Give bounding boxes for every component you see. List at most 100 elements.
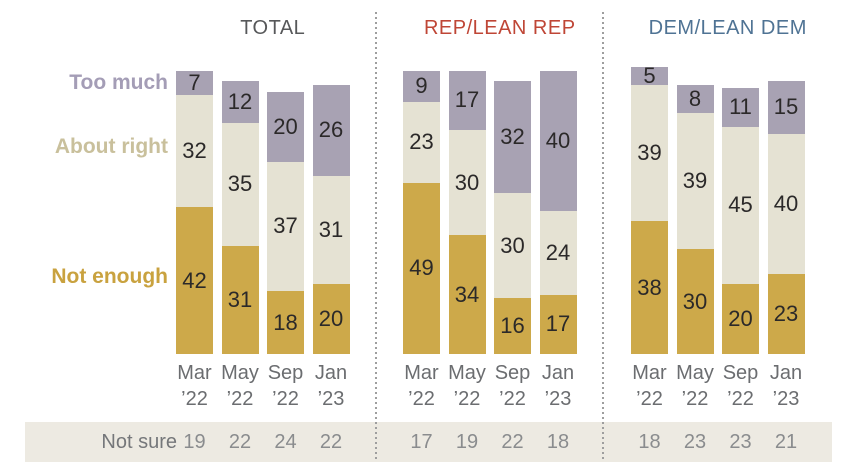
x-axis-label-month: Mar (404, 362, 439, 384)
x-axis-label: Mar ’22 (627, 360, 673, 412)
bar-segment-about-right: 31 (312, 175, 350, 284)
segment-value: 32 (500, 124, 525, 149)
segment-value: 26 (318, 117, 344, 142)
x-axis-label: May ’22 (444, 360, 490, 412)
x-axis-label-month: Sep (267, 362, 304, 384)
bar-segment-too-much: 17 (448, 70, 486, 130)
bar-segment-too-much: 11 (722, 88, 759, 127)
segment-value: 17 (545, 311, 571, 337)
not-sure-value: 19 (183, 431, 206, 453)
bar-segment-too-much: 12 (221, 81, 259, 123)
bar-segment-too-much: 26 (312, 84, 350, 176)
segment-value: 42 (182, 267, 207, 293)
bar-segment-too-much: 15 (767, 81, 805, 134)
bar-segment-about-right: 39 (676, 112, 714, 249)
x-axis-label-year: ’22 (681, 388, 709, 410)
segment-value: 16 (500, 313, 525, 338)
bar-segment-about-right: 23 (403, 102, 440, 183)
x-axis-label-month: May (221, 362, 259, 384)
bar-segment-not-enough: 23 (767, 273, 805, 354)
segment-value: 5 (643, 62, 656, 88)
bar-segment-not-enough: 31 (221, 245, 259, 354)
not-sure-value: 19 (455, 431, 479, 453)
x-axis-label: Sep ’22 (490, 360, 536, 412)
bar-segment-not-enough: 20 (722, 284, 759, 354)
bar-segment-not-enough: 49 (403, 182, 440, 354)
not-sure-value: 17 (410, 431, 433, 453)
bar-segment-about-right: 45 (722, 126, 759, 284)
not-sure-value: 24 (274, 431, 297, 453)
not-sure-value: 23 (683, 431, 707, 453)
not-sure-value: 22 (501, 431, 524, 453)
x-axis-label-month: May (676, 362, 714, 384)
not-sure-value: 21 (774, 431, 798, 453)
bar-segment-not-enough: 42 (176, 207, 213, 354)
not-sure-value: 23 (729, 431, 752, 453)
not-sure-strip: Not sure 19 22 24 22 17 19 22 18 18 23 23 21 (25, 422, 832, 462)
segment-value: 40 (545, 127, 571, 153)
not-sure-value: 18 (638, 431, 661, 453)
segment-value: 31 (227, 286, 253, 312)
bar-segment-too-much: 8 (676, 84, 714, 113)
x-axis-label-year: ’22 (636, 388, 663, 410)
bar-segment-not-enough: 17 (539, 294, 577, 354)
x-axis-label-month: May (448, 362, 486, 384)
segment-value: 17 (454, 87, 480, 113)
x-axis-label-month: Jan (314, 362, 348, 384)
bar-segment-too-much: 32 (494, 81, 531, 193)
segment-value: 30 (682, 288, 708, 314)
bar-segment-too-much: 40 (539, 70, 577, 211)
x-axis-label-year: ’22 (453, 388, 481, 410)
segment-value: 49 (409, 255, 434, 281)
x-axis-label: Jan ’23 (535, 360, 581, 412)
segment-value: 24 (545, 239, 571, 265)
bar-segment-not-enough: 18 (267, 291, 304, 354)
segment-value: 12 (227, 89, 253, 114)
x-axis-label: Mar ’22 (399, 360, 445, 412)
bar-segment-too-much: 20 (267, 91, 304, 162)
bar-segment-about-right: 40 (767, 133, 805, 274)
panel-divider (602, 12, 604, 459)
x-axis-label: Mar ’22 (172, 360, 218, 412)
x-axis-label-year: ’22 (727, 388, 754, 410)
bar-segment-too-much: 5 (631, 62, 668, 88)
x-axis-label: Sep ’22 (718, 360, 764, 412)
bar-segment-about-right: 24 (539, 210, 577, 295)
not-sure-value: 22 (319, 431, 343, 453)
segment-value: 32 (182, 138, 207, 163)
x-axis-label: May ’22 (672, 360, 718, 412)
bar-segment-not-enough: 16 (494, 298, 531, 354)
x-axis-label-month: Jan (541, 362, 575, 384)
bar-segment-not-enough: 34 (448, 235, 486, 354)
segment-value: 11 (729, 94, 752, 120)
segment-value: 20 (318, 306, 344, 331)
panel-title: REP/LEAN REP (423, 17, 576, 39)
segment-value: 20 (273, 113, 298, 139)
bar-segment-not-enough: 30 (676, 249, 714, 354)
bar-segment-about-right: 32 (176, 95, 213, 207)
bar-segment-about-right: 39 (631, 84, 668, 221)
x-axis-label-year: ’22 (181, 388, 208, 410)
bar-segment-about-right: 30 (494, 193, 531, 298)
segment-value: 15 (773, 94, 799, 120)
segment-value: 9 (415, 73, 428, 99)
segment-value: 30 (454, 169, 480, 195)
x-axis-label-month: Sep (722, 362, 759, 384)
x-axis-label-year: ’22 (272, 388, 299, 410)
x-axis-label-year: ’22 (408, 388, 435, 410)
legend-label-about-right: About right (54, 135, 168, 158)
legend-label-not-enough: Not enough (51, 265, 168, 288)
x-axis-label-month: Mar (632, 362, 667, 384)
not-sure-value: 18 (546, 431, 570, 453)
segment-value: 8 (688, 85, 702, 111)
panel-title: TOTAL (240, 17, 306, 39)
x-axis-label-month: Mar (177, 362, 212, 384)
segment-value: 23 (409, 129, 434, 155)
segment-value: 45 (728, 192, 753, 218)
not-sure-value: 22 (228, 431, 252, 453)
segment-value: 39 (682, 167, 708, 193)
segment-value: 7 (188, 69, 201, 95)
segment-value: 38 (637, 274, 662, 300)
segment-value: 34 (454, 281, 480, 307)
